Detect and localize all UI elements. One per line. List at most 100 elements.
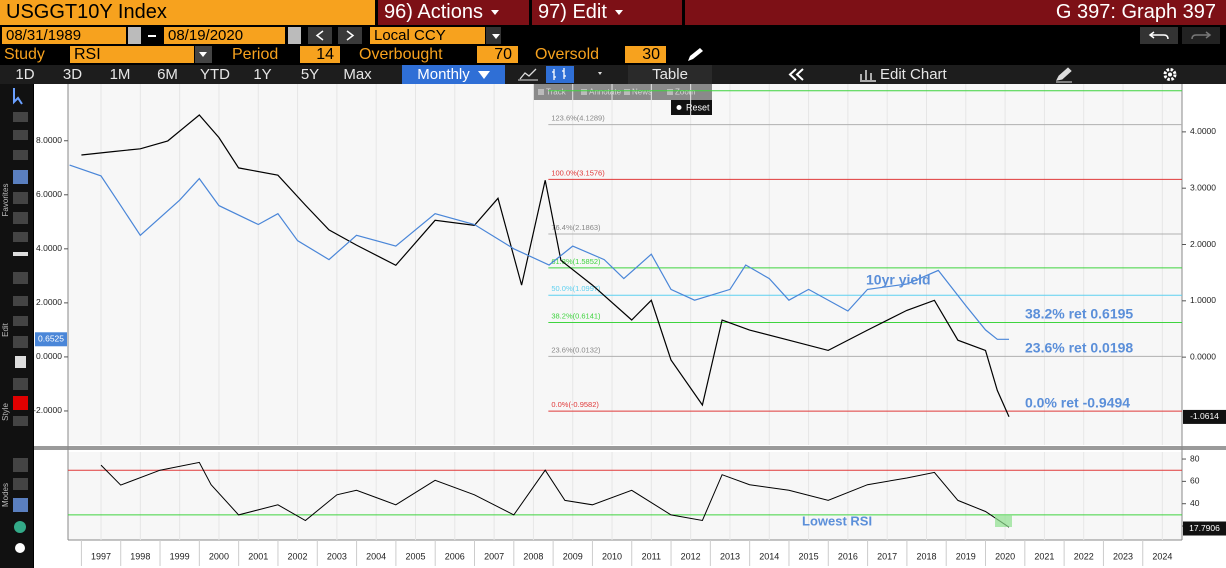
x-tick-label: 2021 xyxy=(1034,551,1054,561)
annotation: Lowest RSI xyxy=(802,513,872,528)
y-tick-label: 6.0000 xyxy=(36,189,62,199)
oversold-input[interactable]: 30 xyxy=(625,46,666,63)
pen-icon[interactable] xyxy=(684,46,706,63)
range-button[interactable]: YTD xyxy=(200,66,230,83)
reset-label: Reset xyxy=(686,102,710,112)
price-panel xyxy=(68,84,1182,445)
chart: Reset Track Annotate News Zoom Favorites Edit… xyxy=(0,84,1226,568)
caret xyxy=(614,10,623,16)
study-label: Study xyxy=(4,46,45,63)
reset-icon xyxy=(676,105,682,110)
x-tick-label: 2023 xyxy=(1113,551,1133,561)
frequency-button[interactable]: Monthly xyxy=(402,65,505,84)
y-tick-label: 0.0000 xyxy=(36,351,62,361)
x-tick-label: 2006 xyxy=(445,551,465,561)
x-tick-label: 2007 xyxy=(484,551,504,561)
graph-title: G 397: Graph 397 xyxy=(685,0,1226,25)
y2-tick-label: 3.0000 xyxy=(1190,182,1216,192)
y-tick-label: 2.0000 xyxy=(36,297,62,307)
x-tick-label: 2020 xyxy=(995,551,1015,561)
overbought-label: Overbought xyxy=(359,46,443,63)
range-button[interactable]: 1M xyxy=(109,66,131,83)
side-icons xyxy=(13,88,28,553)
tool-icon xyxy=(624,89,630,95)
calendar-icon[interactable] xyxy=(288,27,301,44)
fib-label: 23.6%(0.0132) xyxy=(551,345,601,354)
tool-label: Track xyxy=(546,88,567,97)
x-tick-label: 2022 xyxy=(1074,551,1094,561)
settings-icon[interactable] xyxy=(1160,65,1180,84)
x-tick-label: 2008 xyxy=(523,551,543,561)
toolbar: Monthly Table Edit Chart 1D 3D 1M 6M YTD 1Y 5Y… xyxy=(0,65,1226,84)
side-label: Favorites xyxy=(1,184,10,217)
period-input[interactable]: 14 xyxy=(300,46,340,63)
calendar-icon[interactable] xyxy=(128,27,141,44)
rsi-tick-label: 40 xyxy=(1190,498,1200,508)
overbought-input[interactable]: 70 xyxy=(477,46,518,63)
annotation: 23.6% ret 0.0198 xyxy=(1025,340,1133,356)
last-value-label: -1.0614 xyxy=(1190,411,1219,421)
x-tick-label: 2003 xyxy=(327,551,347,561)
x-tick-label: 2010 xyxy=(602,551,622,561)
study-name[interactable]: RSI xyxy=(70,46,194,63)
range-button[interactable]: 1Y xyxy=(253,66,272,83)
y2-tick-label: 4.0000 xyxy=(1190,126,1216,136)
x-tick-label: 2019 xyxy=(956,551,976,561)
range-button[interactable]: 1D xyxy=(15,66,35,83)
fib-label: 61.8%(1.5852) xyxy=(551,257,601,266)
series-line xyxy=(100,461,1010,528)
x-tick-label: 2000 xyxy=(209,551,229,561)
range-button[interactable]: Max xyxy=(343,66,372,83)
tool-icon xyxy=(538,89,544,95)
last-value-box xyxy=(35,332,67,347)
end-date[interactable]: 08/19/2020 xyxy=(164,27,285,44)
actions-menu[interactable]: 96) Actions xyxy=(378,0,529,25)
last-value-label: 0.6525 xyxy=(38,334,64,344)
actions-label: 96) Actions xyxy=(384,1,483,23)
rsi-tick-label: 60 xyxy=(1190,476,1200,486)
tool-label: Annotate xyxy=(589,88,622,97)
undo-redo[interactable] xyxy=(1140,27,1224,44)
frequency-label: Monthly xyxy=(417,66,470,83)
x-tick-label: 2017 xyxy=(877,551,897,561)
nav-buttons[interactable] xyxy=(308,27,363,44)
edit-menu[interactable]: 97) Edit xyxy=(532,0,682,25)
range-button[interactable]: 3D xyxy=(62,66,83,83)
chart-type-buttons[interactable] xyxy=(512,65,602,84)
table-button[interactable]: Table xyxy=(628,65,712,84)
fib-label: 123.6%(4.1289) xyxy=(551,114,605,123)
security[interactable]: USGGT10Y Index xyxy=(0,0,375,25)
fib-label: 50.0%(1.0997) xyxy=(551,284,601,293)
range-button[interactable]: 5Y xyxy=(300,66,320,83)
x-tick-label: 2024 xyxy=(1152,551,1172,561)
lowest-rsi-highlight xyxy=(995,514,1012,527)
x-tick-label: 1997 xyxy=(91,551,111,561)
side-label: Modes xyxy=(1,483,10,507)
caret xyxy=(492,33,500,39)
annotation: 38.2% ret 0.6195 xyxy=(1025,306,1133,322)
y-tick-label: 8.0000 xyxy=(36,135,62,145)
edit-chart-button[interactable]: Edit Chart xyxy=(880,66,947,83)
draw-icon[interactable] xyxy=(1054,65,1074,84)
x-tick-label: 2012 xyxy=(681,551,701,561)
start-date[interactable]: 08/31/1989 xyxy=(2,27,126,44)
study-dropdown[interactable] xyxy=(195,46,212,63)
reset-button[interactable] xyxy=(671,100,712,115)
chart-tools xyxy=(533,84,712,100)
last-value-label: 17.7906 xyxy=(1189,523,1220,533)
caret xyxy=(199,52,207,58)
x-tick-label: 2005 xyxy=(405,551,425,561)
fib-label: 100.0%(3.1576) xyxy=(551,168,605,177)
oversold-label: Oversold xyxy=(535,46,600,63)
y-tick-label: -2.0000 xyxy=(33,405,62,415)
last-value-box xyxy=(1183,521,1226,536)
collapse-button[interactable] xyxy=(786,65,808,84)
annotation: 10yr yield xyxy=(866,272,931,288)
x-tick-label: 2004 xyxy=(366,551,386,561)
x-tick-label: 2011 xyxy=(642,551,661,561)
currency[interactable]: Local CCY xyxy=(370,27,485,44)
last-value-box xyxy=(1183,409,1226,424)
range-button[interactable]: 6M xyxy=(157,66,178,83)
currency-dropdown[interactable] xyxy=(486,27,501,44)
rsi-tick-label: 80 xyxy=(1190,453,1200,463)
